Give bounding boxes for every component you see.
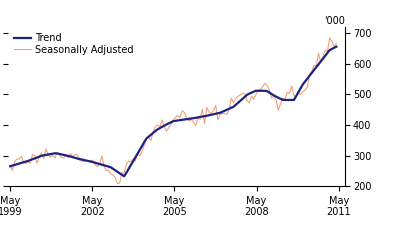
- Line: Trend: Trend: [10, 47, 336, 176]
- Seasonally Adjusted: [262, 82, 267, 85]
- Seasonally Adjusted: [267, 89, 272, 91]
- Seasonally Adjusted: [334, 42, 339, 45]
- Seasonally Adjusted: [189, 118, 194, 121]
- Seasonally Adjusted: [115, 183, 120, 185]
- Trend: [334, 45, 339, 48]
- Trend: [122, 175, 127, 178]
- Seasonally Adjusted: [327, 37, 332, 39]
- Trend: [8, 165, 13, 168]
- Trend: [267, 91, 272, 94]
- Trend: [189, 117, 194, 120]
- Seasonally Adjusted: [236, 95, 241, 98]
- Trend: [262, 89, 267, 92]
- Trend: [113, 169, 118, 172]
- Seasonally Adjusted: [8, 164, 13, 167]
- Seasonally Adjusted: [95, 165, 100, 168]
- Trend: [95, 162, 100, 165]
- Seasonally Adjusted: [113, 176, 118, 179]
- Legend: Trend, Seasonally Adjusted: Trend, Seasonally Adjusted: [13, 32, 135, 56]
- Line: Seasonally Adjusted: Seasonally Adjusted: [10, 38, 336, 184]
- Text: '000: '000: [324, 16, 345, 26]
- Trend: [236, 101, 241, 104]
